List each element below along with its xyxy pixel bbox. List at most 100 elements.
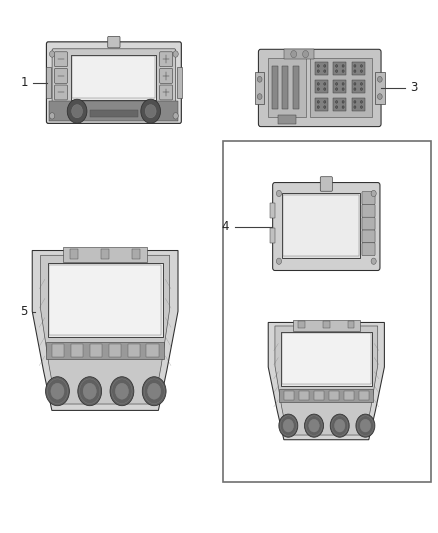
Bar: [315, 98, 328, 111]
Circle shape: [342, 101, 344, 103]
Circle shape: [354, 101, 356, 103]
Circle shape: [336, 101, 338, 103]
Bar: [49, 101, 178, 122]
Text: 4: 4: [222, 220, 230, 233]
Circle shape: [324, 88, 326, 91]
Bar: [347, 321, 354, 328]
Bar: [282, 193, 360, 258]
Circle shape: [324, 64, 326, 67]
Circle shape: [336, 70, 338, 72]
FancyBboxPatch shape: [362, 204, 375, 217]
Text: 1: 1: [20, 76, 28, 89]
Circle shape: [354, 70, 356, 72]
Circle shape: [317, 88, 319, 91]
Circle shape: [67, 99, 87, 123]
Bar: [101, 249, 110, 259]
Circle shape: [360, 83, 363, 85]
Bar: [71, 344, 83, 357]
FancyBboxPatch shape: [272, 182, 380, 271]
Circle shape: [110, 377, 134, 406]
Bar: [73, 56, 155, 98]
Bar: [344, 391, 354, 400]
Circle shape: [173, 51, 178, 57]
Polygon shape: [275, 326, 378, 435]
FancyBboxPatch shape: [159, 85, 173, 100]
Circle shape: [356, 414, 375, 437]
Circle shape: [335, 419, 345, 432]
Circle shape: [141, 99, 160, 123]
Circle shape: [291, 51, 297, 58]
Circle shape: [336, 64, 338, 67]
Circle shape: [324, 70, 326, 72]
Bar: [283, 195, 359, 256]
Bar: [333, 80, 346, 93]
Circle shape: [360, 101, 363, 103]
Circle shape: [317, 64, 319, 67]
Circle shape: [324, 83, 326, 85]
Circle shape: [342, 83, 344, 85]
Bar: [329, 391, 339, 400]
Circle shape: [360, 419, 371, 432]
Circle shape: [115, 383, 128, 399]
Bar: [49, 265, 161, 335]
Bar: [63, 247, 147, 262]
Circle shape: [46, 377, 69, 406]
FancyBboxPatch shape: [54, 52, 67, 67]
Bar: [132, 249, 140, 259]
Bar: [375, 72, 385, 104]
Bar: [270, 204, 275, 219]
Bar: [315, 80, 328, 93]
Circle shape: [257, 94, 262, 100]
Circle shape: [354, 64, 356, 67]
Circle shape: [317, 106, 319, 108]
Bar: [333, 98, 346, 111]
Circle shape: [342, 88, 344, 91]
Bar: [272, 66, 278, 109]
FancyBboxPatch shape: [320, 177, 332, 191]
Bar: [90, 110, 138, 117]
Polygon shape: [268, 322, 385, 440]
Bar: [298, 321, 305, 328]
Bar: [352, 98, 365, 111]
Bar: [52, 344, 64, 357]
Bar: [90, 344, 102, 357]
FancyBboxPatch shape: [54, 85, 67, 100]
Circle shape: [342, 64, 344, 67]
FancyBboxPatch shape: [52, 49, 176, 117]
FancyBboxPatch shape: [46, 42, 181, 124]
Circle shape: [283, 419, 293, 432]
Bar: [359, 391, 369, 400]
Bar: [299, 391, 309, 400]
Bar: [70, 249, 78, 259]
Circle shape: [378, 76, 382, 82]
Circle shape: [49, 112, 55, 119]
Circle shape: [371, 190, 376, 197]
Bar: [333, 62, 346, 75]
Circle shape: [72, 104, 82, 118]
Circle shape: [354, 106, 356, 108]
Bar: [323, 321, 330, 328]
Circle shape: [173, 112, 178, 119]
FancyBboxPatch shape: [362, 243, 375, 256]
Circle shape: [371, 258, 376, 264]
Text: 5: 5: [21, 305, 28, 318]
Bar: [71, 55, 156, 100]
Bar: [46, 67, 51, 98]
FancyBboxPatch shape: [258, 50, 381, 127]
Circle shape: [83, 383, 96, 399]
Bar: [284, 391, 294, 400]
Bar: [293, 66, 299, 109]
Circle shape: [303, 51, 308, 58]
Circle shape: [336, 106, 338, 108]
Bar: [270, 228, 275, 243]
FancyBboxPatch shape: [362, 230, 375, 243]
Circle shape: [145, 104, 156, 118]
FancyBboxPatch shape: [159, 68, 173, 83]
Bar: [310, 58, 372, 117]
Text: 3: 3: [410, 82, 417, 94]
Circle shape: [354, 83, 356, 85]
Bar: [109, 344, 121, 357]
Circle shape: [148, 383, 161, 399]
Bar: [352, 62, 365, 75]
Circle shape: [51, 383, 64, 399]
